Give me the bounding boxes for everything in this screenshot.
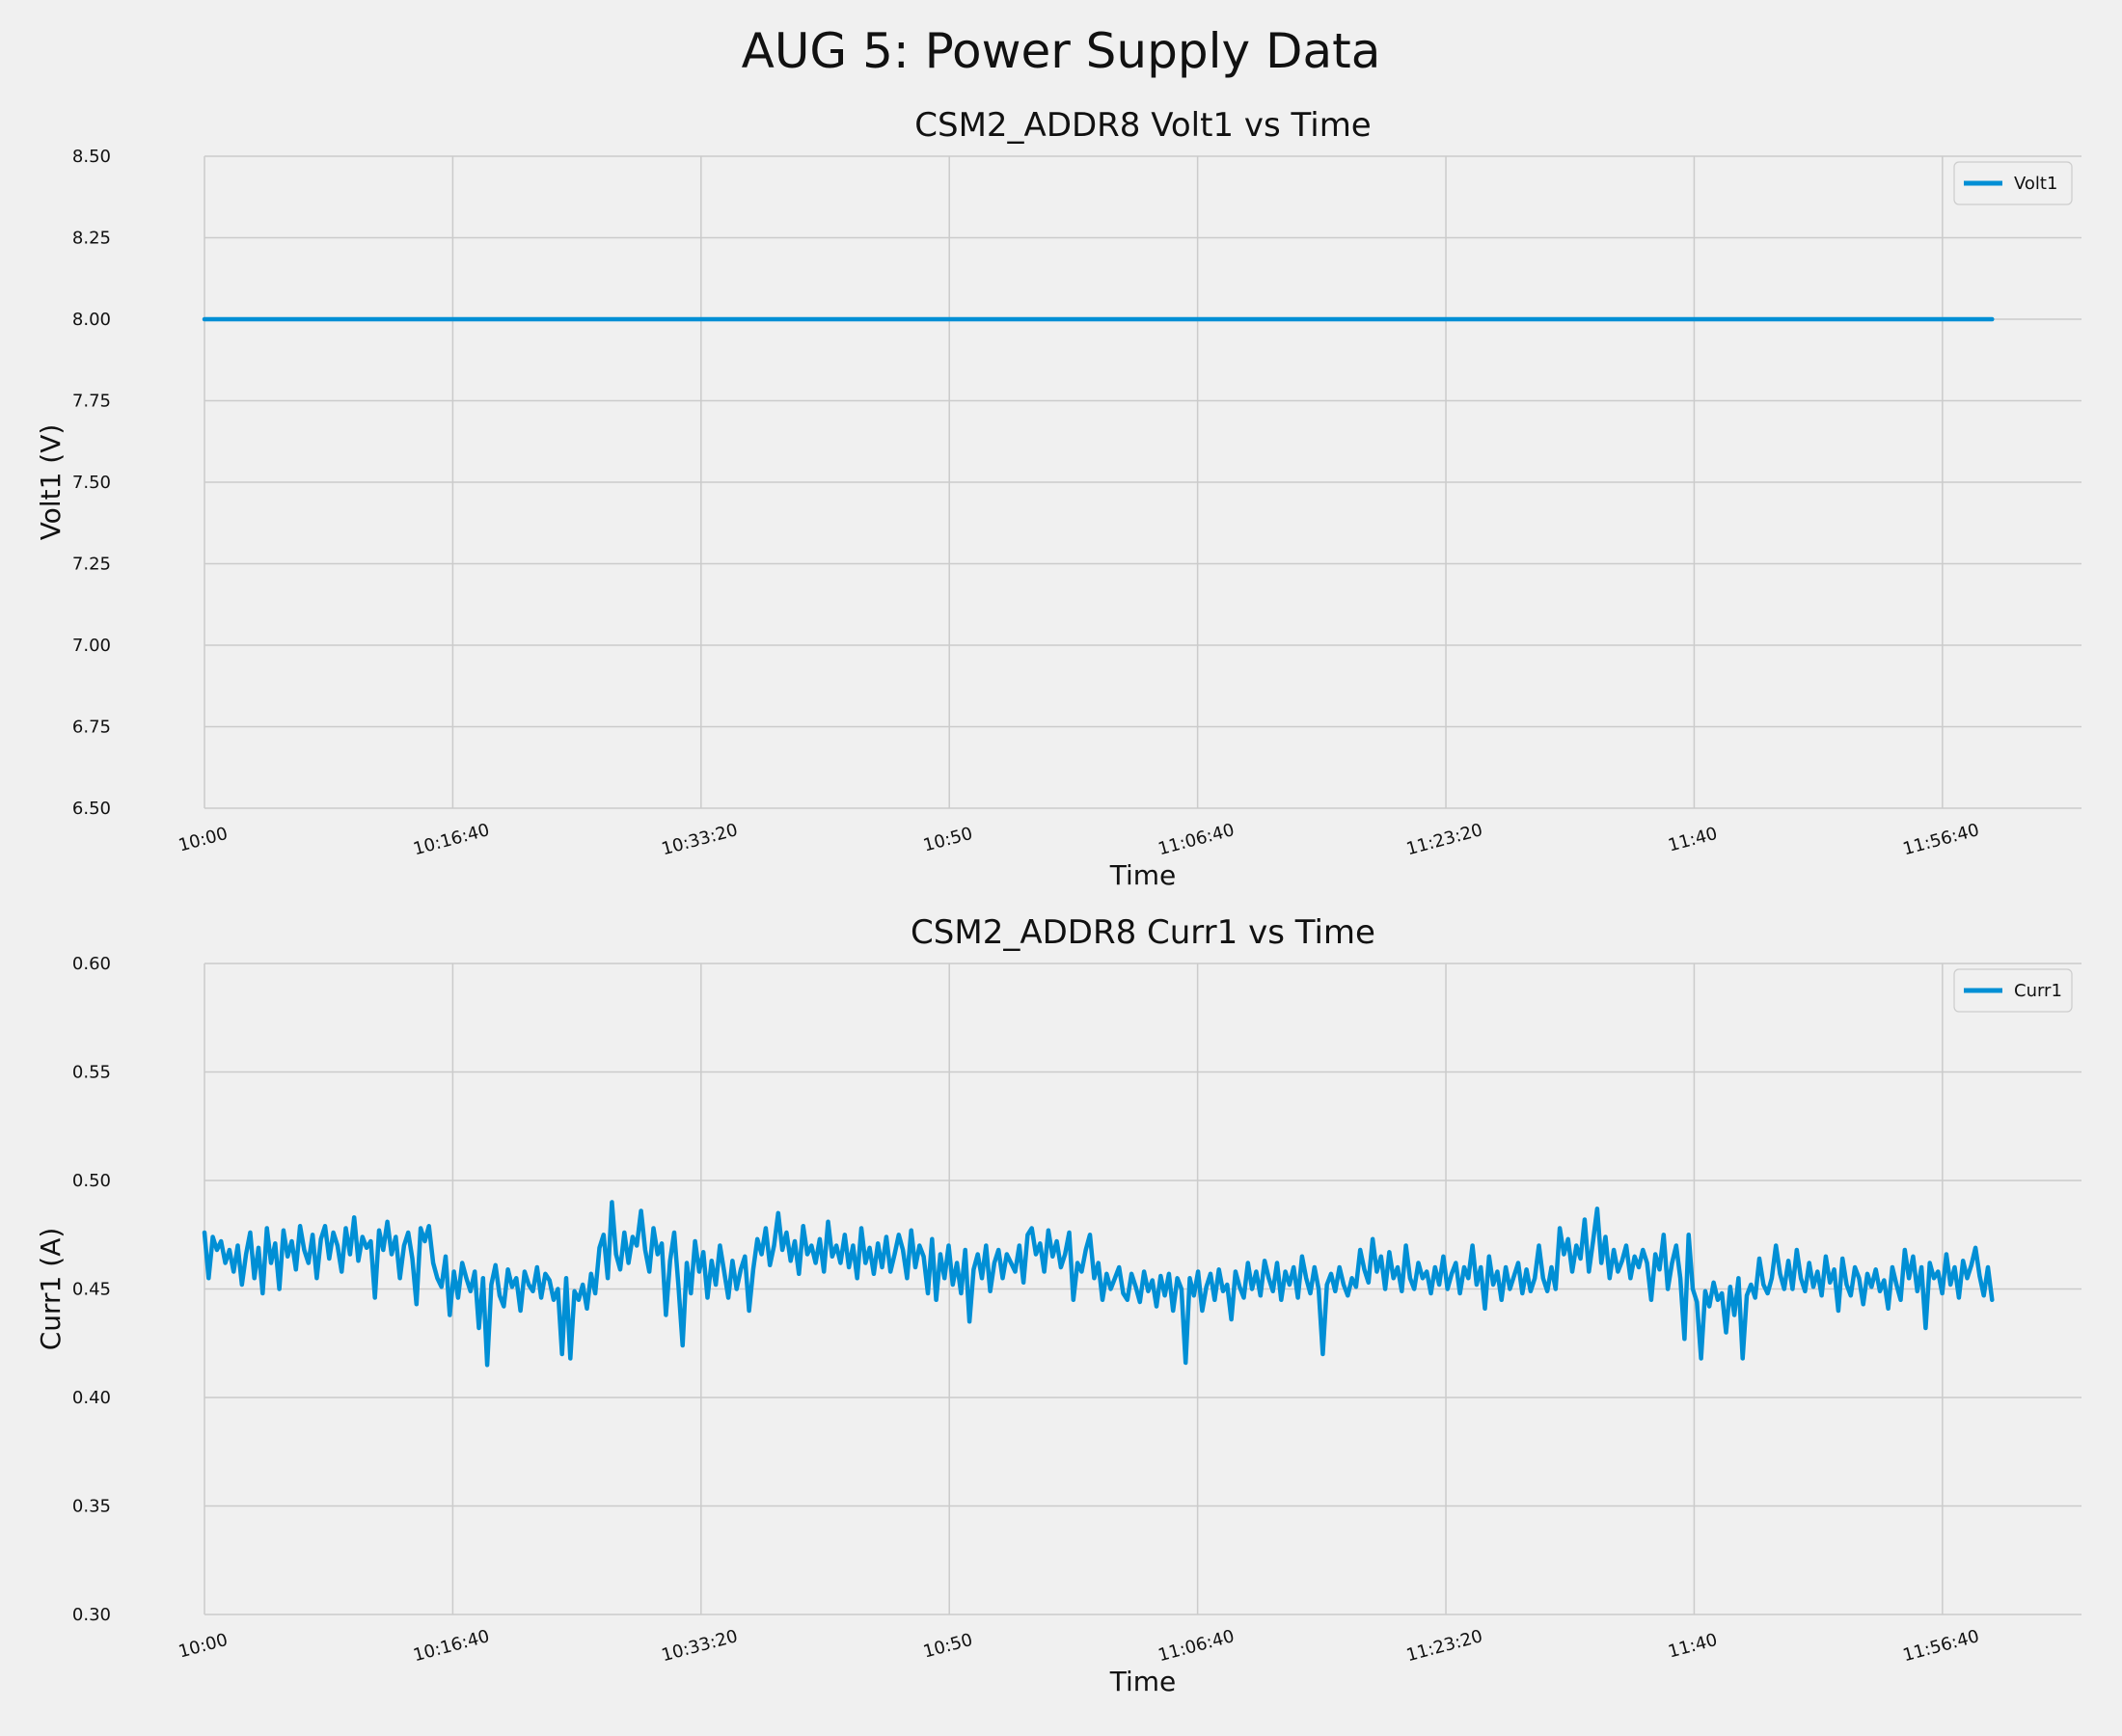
chart2-y-tick-label: 0.50 bbox=[72, 1171, 111, 1191]
chart1-y-tick-label: 6.75 bbox=[72, 718, 111, 738]
chart2-y-tick-label: 0.40 bbox=[72, 1388, 111, 1408]
chart2-x-tick-label: 10:00 bbox=[177, 1630, 231, 1663]
chart1-y-tick-label: 8.00 bbox=[72, 310, 111, 330]
chart2-y-tick-label: 0.60 bbox=[72, 954, 111, 974]
chart1-legend bbox=[1953, 161, 2073, 205]
chart1-y-tick-label: 7.50 bbox=[72, 473, 111, 493]
chart1-y-tick-label: 8.25 bbox=[72, 229, 111, 249]
chart1-y-tick-label: 8.50 bbox=[72, 147, 111, 167]
chart1-x-tick-label: 11:06:40 bbox=[1156, 820, 1237, 859]
chart1-y-tick-label: 6.50 bbox=[72, 799, 111, 819]
chart2-x-tick-label: 10:33:20 bbox=[660, 1626, 741, 1666]
chart1-x-tick-label: 11:23:20 bbox=[1404, 820, 1485, 859]
chart2-x-tick-label: 10:16:40 bbox=[411, 1626, 492, 1666]
chart2-y-tick-label: 0.45 bbox=[72, 1280, 111, 1300]
chart1-y-tick-label: 7.25 bbox=[72, 555, 111, 575]
chart1-y-tick-label: 7.75 bbox=[72, 392, 111, 412]
chart1-x-tick-label: 10:00 bbox=[177, 824, 231, 856]
chart2-series-line-Curr1 bbox=[202, 1200, 1995, 1368]
chart2-title: CSM2_ADDR8 Curr1 vs Time bbox=[911, 913, 1375, 952]
figure-title: AUG 5: Power Supply Data bbox=[741, 23, 1381, 79]
chart1-x-tick-label: 11:40 bbox=[1666, 824, 1720, 856]
chart1-title: CSM2_ADDR8 Volt1 vs Time bbox=[914, 106, 1371, 145]
chart2-x-tick-label: 11:40 bbox=[1666, 1630, 1720, 1663]
chart1-x-tick-label: 10:16:40 bbox=[411, 820, 492, 859]
chart1-x-tick-label: 10:33:20 bbox=[660, 820, 741, 859]
chart2-legend bbox=[1953, 968, 2073, 1013]
chart1-y-tick-label: 7.00 bbox=[72, 636, 111, 656]
chart2-y-tick-label: 0.30 bbox=[72, 1605, 111, 1625]
chart2-x-axis-label: Time bbox=[1109, 1666, 1177, 1697]
chart2-y-tick-label: 0.35 bbox=[72, 1497, 111, 1517]
chart1-x-tick-label: 11:56:40 bbox=[1901, 820, 1982, 859]
chart2-y-axis-label: Curr1 (A) bbox=[35, 1228, 67, 1351]
chart2-x-tick-label: 11:56:40 bbox=[1901, 1626, 1982, 1666]
chart1-y-axis-label: Volt1 (V) bbox=[35, 424, 67, 541]
chart1-legend-label: Volt1 bbox=[2014, 174, 2057, 194]
chart2-y-tick-label: 0.55 bbox=[72, 1063, 111, 1083]
chart1-x-axis-label: Time bbox=[1109, 859, 1177, 891]
chart2-x-tick-label: 11:06:40 bbox=[1156, 1626, 1237, 1666]
chart2-legend-label: Curr1 bbox=[2014, 981, 2062, 1001]
chart2-x-tick-label: 10:50 bbox=[921, 1630, 975, 1663]
chart1-x-tick-label: 10:50 bbox=[921, 824, 975, 856]
chart2-x-tick-label: 11:23:20 bbox=[1404, 1626, 1485, 1666]
